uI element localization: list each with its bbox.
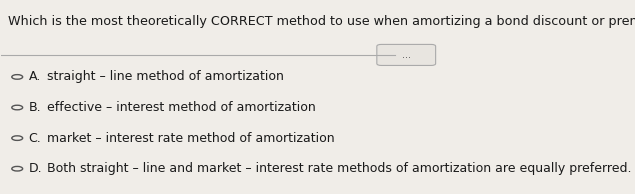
Text: straight – line method of amortization: straight – line method of amortization — [46, 70, 283, 83]
Text: C.: C. — [29, 132, 41, 145]
Text: B.: B. — [29, 101, 41, 114]
Text: A.: A. — [29, 70, 41, 83]
Text: Which is the most theoretically CORRECT method to use when amortizing a bond dis: Which is the most theoretically CORRECT … — [8, 15, 635, 28]
Text: Both straight – line and market – interest rate methods of amortization are equa: Both straight – line and market – intere… — [46, 162, 631, 175]
FancyBboxPatch shape — [377, 44, 436, 65]
Text: D.: D. — [29, 162, 42, 175]
Text: ...: ... — [402, 50, 411, 60]
Text: market – interest rate method of amortization: market – interest rate method of amortiz… — [46, 132, 334, 145]
Text: effective – interest method of amortization: effective – interest method of amortizat… — [46, 101, 316, 114]
